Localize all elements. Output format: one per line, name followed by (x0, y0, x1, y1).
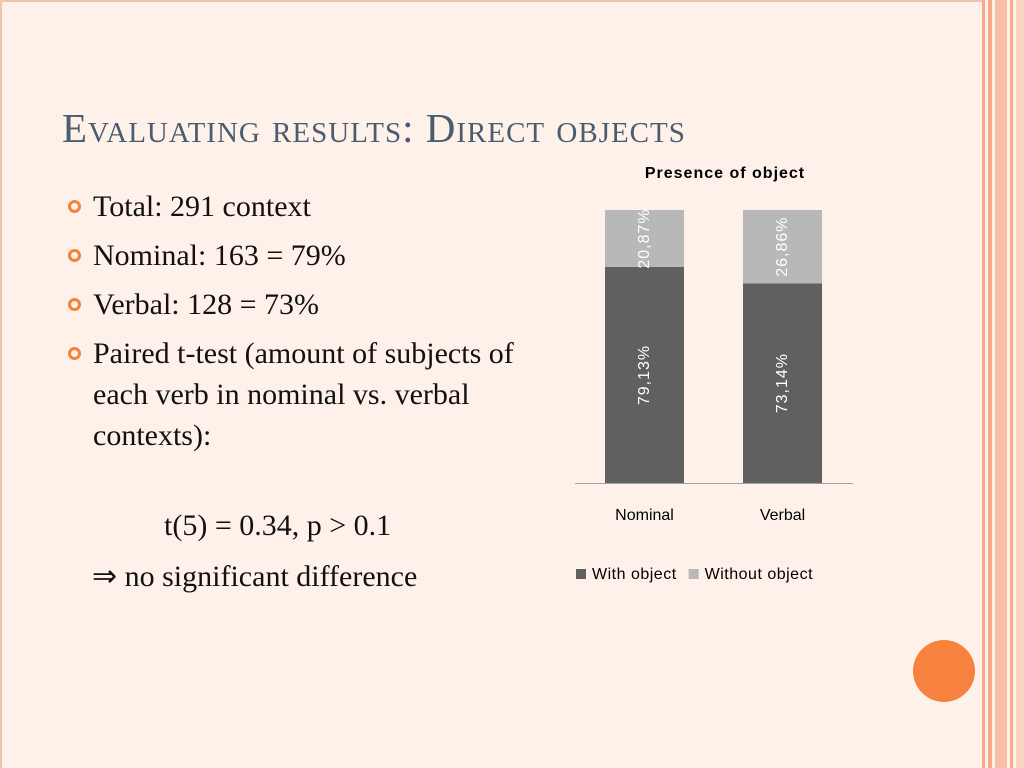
decor-stripe (988, 0, 992, 768)
bullet-item: Nominal: 163 = 79% (68, 235, 538, 276)
decor-stripe (982, 0, 985, 768)
x-tick-label: Nominal (615, 507, 674, 524)
bullet-item: Verbal: 128 = 73% (68, 284, 538, 325)
bar-segment-with-object (605, 266, 684, 483)
bar-segment-with-object (743, 283, 822, 483)
decor-stripe (995, 0, 1007, 768)
decor-circle (913, 640, 975, 702)
stacked-bar-chart: Presence of object 79,13% 20,87% Nominal 73,… (575, 165, 853, 583)
bullet-circle-icon (68, 347, 81, 360)
ttest-result: t(5) = 0.34, p > 0.1 (164, 509, 392, 542)
x-tick-label: Verbal (760, 507, 805, 524)
bullet-circle-icon (68, 200, 81, 213)
bullet-text: Nominal: 163 = 79% (93, 239, 346, 272)
decor-stripe (1010, 0, 1013, 768)
legend-swatch (576, 569, 586, 579)
bullet-item: Paired t-test (amount of subjects of eac… (68, 333, 538, 456)
data-label: 79,13% (636, 345, 653, 405)
decor-stripe (1016, 0, 1024, 768)
bullet-circle-icon (68, 249, 81, 262)
slide-title: Evaluating results: Direct objects (62, 105, 686, 151)
bar-segment-without-object (743, 210, 822, 284)
bullet-item: Total: 291 context (68, 186, 538, 227)
bullet-text: Total: 291 context (93, 190, 311, 223)
bullet-circle-icon (68, 298, 81, 311)
data-label: 26,86% (774, 217, 791, 277)
bullet-text: Verbal: 128 = 73% (93, 288, 320, 321)
chart-title: Presence of object (645, 165, 805, 182)
legend-label: With object (592, 566, 677, 583)
data-label: 20,87% (636, 208, 653, 268)
bar-segment-without-object (605, 210, 684, 267)
conclusion-line: ⇒ no significant difference (92, 560, 418, 593)
bullet-list: Total: 291 context Nominal: 163 = 79% Ve… (68, 186, 538, 464)
legend-swatch (688, 569, 699, 579)
bullet-text: Paired t-test (amount of subjects of eac… (93, 337, 514, 452)
legend-label: Without object (705, 566, 813, 583)
data-label: 73,14% (774, 353, 791, 413)
